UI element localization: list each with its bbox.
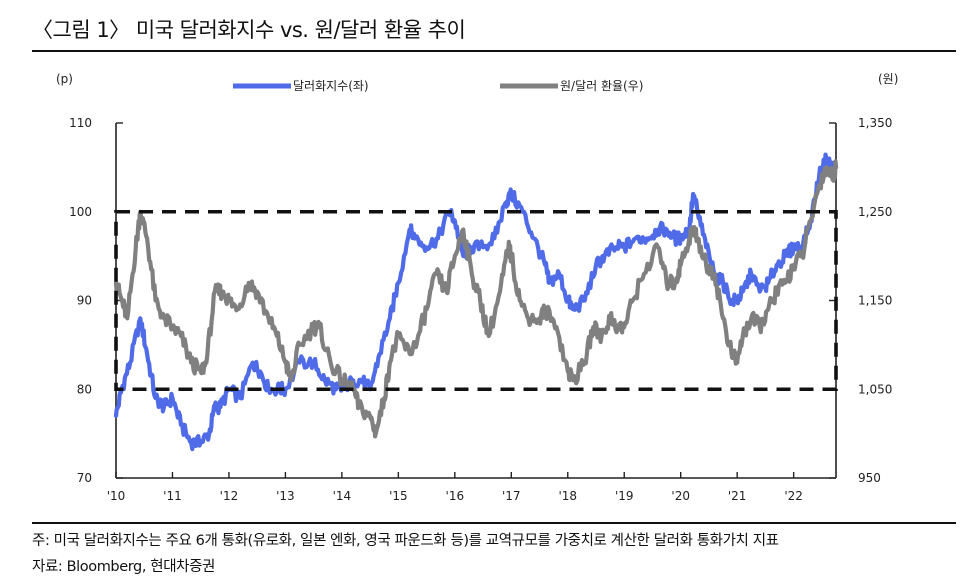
left-axis-tick-label: 110 [69, 116, 92, 130]
right-axis-tick-label: 1,150 [858, 294, 892, 308]
x-axis-tick-label: '12 [220, 489, 239, 503]
figure-note: 주: 미국 달러화지수는 주요 6개 통화(유로화, 일본 엔화, 영국 파운드… [32, 533, 779, 549]
x-axis-tick-label: '18 [558, 489, 577, 503]
x-axis-tick-label: '17 [502, 489, 521, 503]
right-axis-unit: (원) [878, 72, 898, 86]
x-axis-tick-label: '13 [276, 489, 295, 503]
legend-label-dollar-index: 달러화지수(좌) [293, 79, 369, 93]
left-axis-tick-label: 80 [77, 382, 92, 396]
dashed-range-box [114, 209, 838, 392]
series-line-krw-usd [113, 159, 839, 439]
left-axis-tick-label: 70 [77, 471, 92, 485]
x-axis-tick-label: '10 [107, 489, 126, 503]
chart: 70 80 90 100 110 (p) 950 1,050 1,150 1,250 1,350 (원… [56, 72, 898, 503]
right-axis-tick-label: 1,050 [858, 382, 892, 396]
right-axis-tick-label: 1,350 [858, 116, 892, 130]
x-axis-tick-label: '21 [728, 489, 747, 503]
x-axis-tick-label: '16 [446, 489, 465, 503]
x-axis-tick-label: '15 [389, 489, 408, 503]
axes: 70 80 90 100 110 (p) 950 1,050 1,150 1,250 1,350 (원… [56, 72, 898, 503]
legend: 달러화지수(좌) 원/달러 환율(우) [233, 79, 643, 93]
x-axis-tick-label: '14 [333, 489, 352, 503]
x-axis-tick-label: '19 [615, 489, 634, 503]
notes-divider [32, 522, 956, 524]
x-axis-tick-label: '11 [163, 489, 182, 503]
series-layer [113, 152, 839, 452]
figure-title: 〈그림 1〉 미국 달러화지수 vs. 원/달러 환율 추이 [32, 18, 466, 42]
series-line-dollar-index [113, 152, 839, 452]
left-axis-tick-label: 100 [69, 205, 92, 219]
figure-source: 자료: Bloomberg, 현대차증권 [32, 559, 215, 575]
left-axis-unit: (p) [56, 72, 73, 86]
legend-label-krw-usd: 원/달러 환율(우) [560, 79, 643, 93]
right-axis-tick-label: 1,250 [858, 205, 892, 219]
left-axis-tick-label: 90 [77, 294, 92, 308]
x-axis-tick-label: '22 [784, 489, 803, 503]
right-axis-tick-label: 950 [858, 471, 881, 485]
x-axis-tick-label: '20 [671, 489, 690, 503]
title-underline [32, 50, 956, 52]
